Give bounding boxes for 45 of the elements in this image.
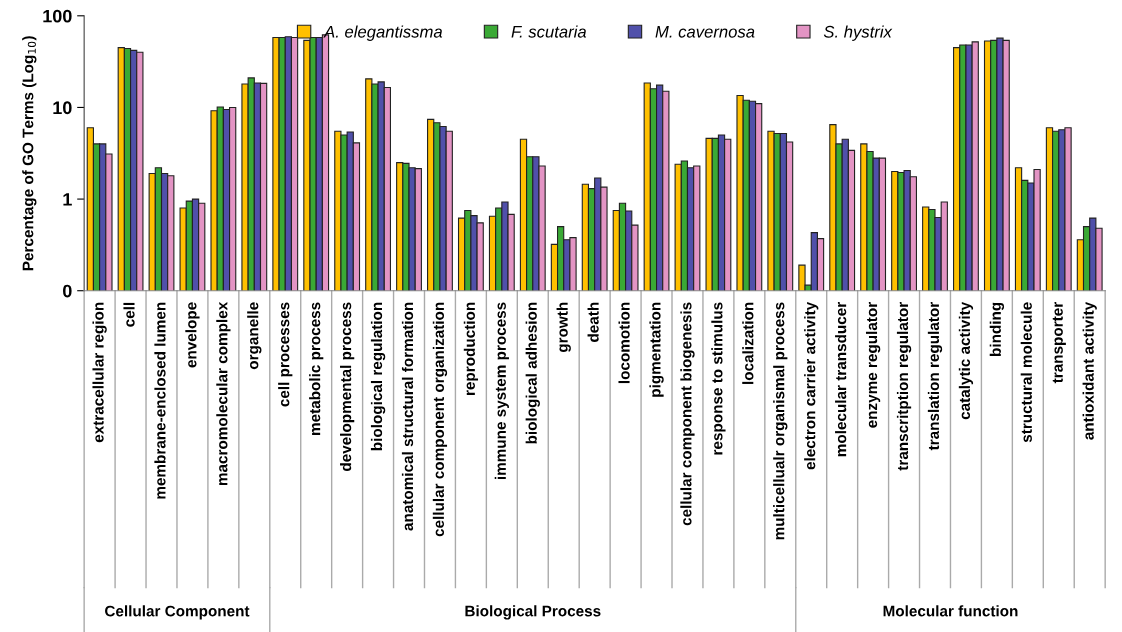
text: Cellular Component — [105, 605, 250, 620]
x-tick-label: antioxidant activity — [1082, 301, 1097, 440]
x-tick-label: immune system process — [494, 302, 509, 480]
x-tick-label: catalytic activity — [958, 301, 974, 420]
x-tick-label: extracellular region — [92, 302, 107, 443]
x-tick-label: multicellualr organismal process — [773, 302, 788, 540]
x-tick-label: metabolic process — [309, 302, 324, 435]
y-tick-label: 0 — [63, 284, 72, 298]
text: Biological Process — [465, 605, 601, 620]
y-tick-label: 100 — [43, 9, 72, 23]
x-tick-label: cell processes — [278, 302, 293, 407]
x-tick-label: localization — [742, 302, 754, 384]
y-axis-title: Percentage of GO Terms (Log$_{10}$) — [22, 36, 37, 271]
x-tick-label: pigmentation — [649, 302, 664, 397]
x-tick-label: macromolecular complex — [216, 301, 231, 486]
y-tick-label: 1 — [63, 193, 72, 206]
x-tick-label: electron carrier activity — [804, 301, 819, 470]
x-tick-label: membrane-enclosed lumen — [154, 302, 166, 499]
legend-label: S. hystrix — [823, 25, 893, 41]
text: Molecular function — [883, 605, 1018, 617]
x-tick-label: biological adhesion — [525, 302, 540, 444]
legend-label: A. elegantissma — [323, 25, 443, 41]
x-tick-label: developmental process — [340, 302, 355, 472]
x-tick-label: molecular transducer — [835, 302, 847, 457]
x-tick-label: transcritption regulator — [896, 302, 912, 471]
x-tick-label: reproduction — [463, 302, 479, 396]
x-tick-label: cellular component organization — [432, 302, 448, 537]
x-tick-label: biological regulation — [370, 302, 386, 451]
x-tick-label: structural molecule — [1020, 302, 1032, 443]
x-tick-label: binding — [989, 302, 1005, 356]
legend-label: M. cavernosa — [655, 26, 755, 38]
x-tick-label: death — [587, 302, 599, 342]
x-tick-label: envelope — [185, 302, 200, 368]
x-tick-label: anatomical structural formation — [401, 302, 414, 531]
x-tick-label: organelle — [247, 302, 262, 370]
x-tick-label: cellular component biogenesis — [680, 302, 695, 526]
x-tick-label: response to stimulus — [711, 302, 726, 455]
x-tick-label: enzyme regulator — [865, 302, 881, 428]
x-tick-label: locomotion — [618, 302, 630, 384]
x-tick-label: cell — [123, 302, 135, 327]
x-tick-label: growth — [556, 302, 571, 353]
x-tick-label: translation regulator — [927, 302, 943, 451]
x-tick-label: transporter — [1052, 302, 1066, 384]
legend-label: F. scutaria — [511, 25, 587, 38]
y-tick-label: 10 — [53, 101, 72, 115]
